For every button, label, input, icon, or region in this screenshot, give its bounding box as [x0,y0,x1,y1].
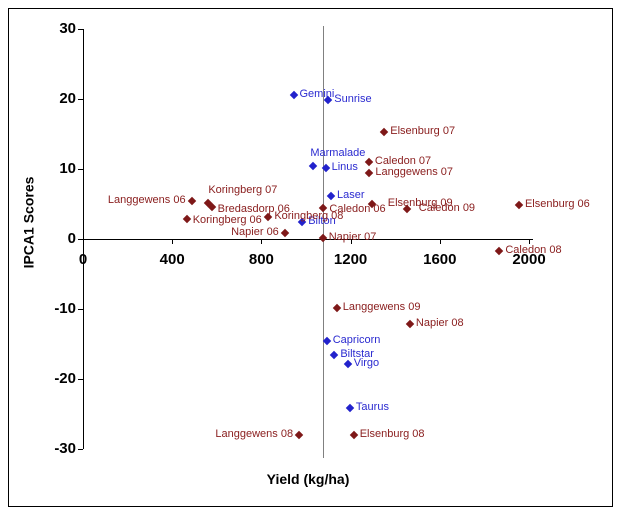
y-tick-label: 20 [59,90,76,107]
data-point-marker [289,90,298,100]
mean-yield-reference-line [323,26,325,458]
x-tick-label: 400 [159,251,185,268]
data-point-label: Langgewens 09 [342,300,421,313]
x-tick-label: 2000 [512,251,546,268]
x-axis-tick [439,239,441,244]
data-point-marker [187,196,196,205]
data-point-marker [280,229,290,238]
data-point-label: Bredasdorp 06 [217,202,290,215]
y-tick-label: -20 [54,370,76,387]
x-tick-label: 800 [248,251,274,268]
y-tick-label: 10 [59,160,76,177]
data-point-label: Taurus [355,401,389,414]
data-point-marker [318,234,327,243]
x-tick-label: 1600 [423,251,457,268]
data-point-label: Sunrise [334,93,372,106]
data-point-label: Linus [331,160,358,173]
x-axis-tick [261,239,263,244]
data-point-label: Koringberg 06 [192,214,262,227]
data-point-label: Elsenburg 07 [390,124,456,137]
x-axis-tick [172,239,174,244]
data-point-label: Langgewens 07 [375,166,454,179]
x-tick-label: 0 [78,251,88,268]
data-point-label: Laser [336,189,365,202]
x-tick-label: 1200 [333,251,368,268]
data-point-label: Langgewens 08 [215,428,294,440]
data-point-label: Capricorn [332,334,381,347]
y-axis-tick [78,449,83,450]
data-point-label: Elsenburg 06 [524,198,590,211]
data-point-label: Caledon 07 [374,155,432,167]
y-axis-tick [78,29,83,30]
data-point-marker [380,127,389,137]
data-point-label: Napier 08 [415,317,464,330]
data-point-marker [332,303,342,312]
data-point-marker [349,430,358,440]
data-point-label: Caledon 06 [329,202,386,215]
x-axis-line [83,239,534,240]
data-point-marker [345,404,355,413]
y-axis-tick [78,309,83,310]
data-point-label: Biltstar [340,347,374,360]
data-point-marker [343,360,352,369]
data-point-marker [294,430,304,440]
data-point-label: Koringberg 07 [208,183,278,196]
y-axis-tick [78,239,83,240]
x-axis-tick [529,239,530,244]
y-tick-label: -10 [54,300,76,317]
data-point-label: Langgewens 06 [107,193,186,206]
data-point-label: Napier 06 [231,226,279,239]
data-point-label: Bilton [308,214,336,227]
data-point-marker [182,215,191,224]
data-point-marker [309,161,318,171]
data-point-label: Virgo [353,357,380,370]
data-point-marker [330,350,339,359]
data-point-marker [514,201,524,210]
data-point-label: Napier 07 [328,231,377,244]
figure-border [8,8,613,507]
data-point-marker [364,157,374,167]
y-tick-label: 30 [59,20,76,37]
y-axis-tick [78,379,83,380]
data-point-label: Caledon 08 [505,243,562,256]
y-tick-label: -30 [54,440,76,457]
x-axis-tick [350,239,352,244]
y-axis-title: IPCA1 Scores [20,176,37,269]
data-point-label: Caledon 09 [418,201,476,214]
y-axis-tick [78,169,83,170]
data-point-marker [405,320,415,329]
x-axis-title: Yield (kg/ha) [266,471,350,487]
y-axis-tick [78,99,83,100]
y-tick-label: 0 [67,230,76,247]
data-point-marker [365,168,374,178]
data-point-label: Koringberg 08 [274,210,344,223]
data-point-label: Marmalade [310,147,366,160]
data-point-label: Elsenburg 08 [359,428,425,440]
data-point-marker [326,192,336,201]
